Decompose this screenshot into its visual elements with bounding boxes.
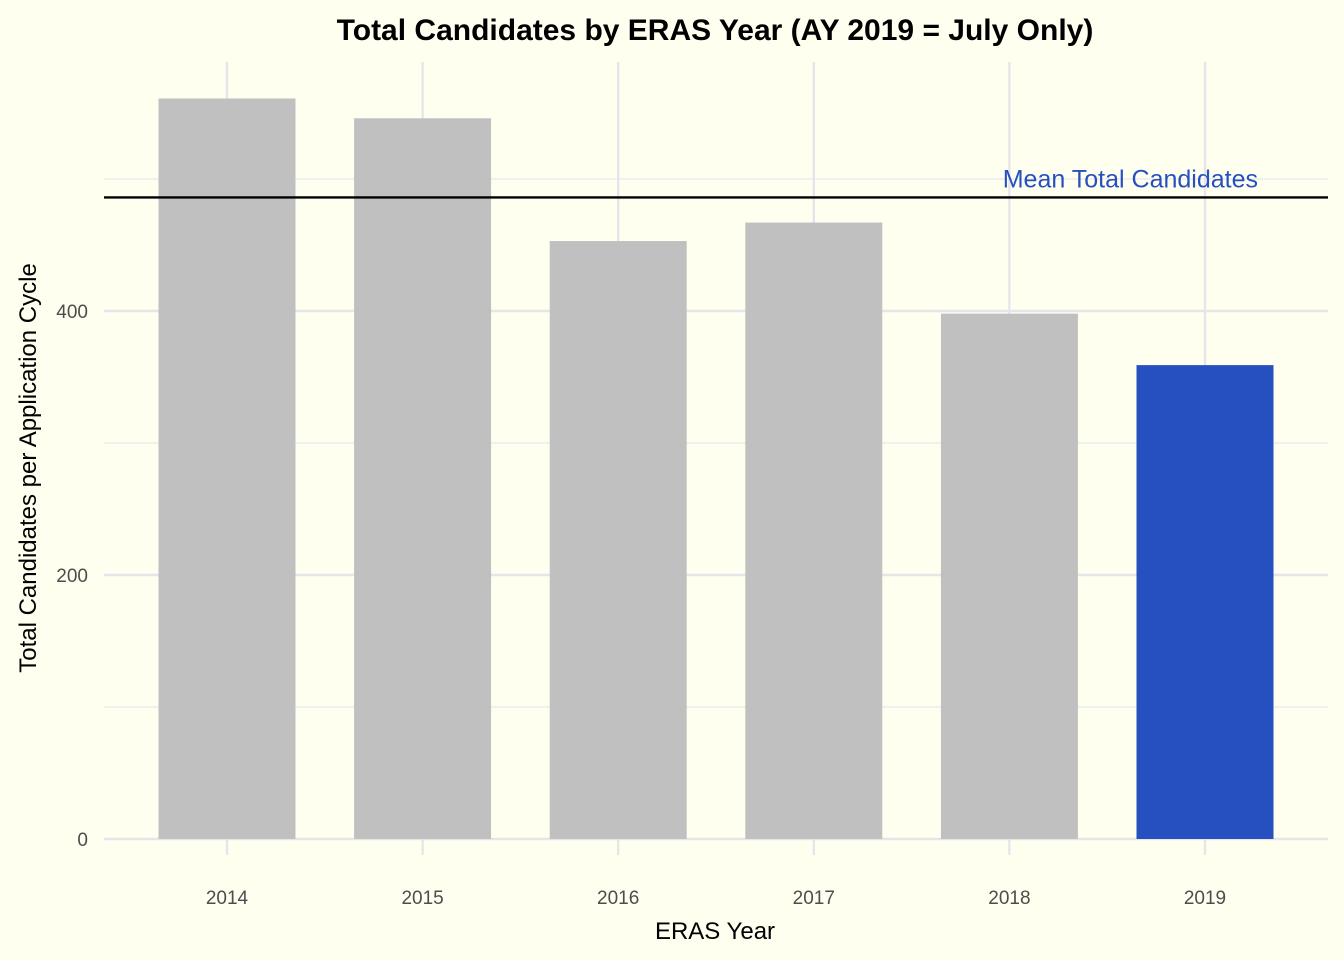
bar-2018	[940, 313, 1078, 839]
bar-2017	[745, 222, 883, 839]
y-axis-label: Total Candidates per Application Cycle	[15, 263, 42, 673]
bar-2014	[158, 98, 296, 840]
y-axis-ticks: 0 200 400	[56, 302, 88, 851]
mean-reference: Mean Total Candidates	[104, 165, 1328, 199]
x-tick-label: 2019	[1184, 888, 1226, 909]
bar-2016	[549, 241, 687, 840]
y-tick-label: 400	[56, 302, 88, 323]
x-tick-label: 2016	[597, 888, 639, 909]
bar-2019	[1136, 365, 1274, 839]
chart-title: Total Candidates by ERAS Year (AY 2019 =…	[337, 14, 1094, 47]
y-tick-label: 200	[56, 566, 88, 587]
x-axis-ticks: 2014 2015 2016 2017 2018 2019	[206, 888, 1226, 909]
x-tick-label: 2015	[401, 888, 443, 909]
bar-2015	[354, 118, 492, 839]
x-tick-label: 2017	[793, 888, 835, 909]
x-axis-label: ERAS Year	[655, 918, 775, 945]
mean-label: Mean Total Candidates	[1003, 165, 1258, 193]
x-tick-label: 2018	[988, 888, 1030, 909]
y-tick-label: 0	[77, 830, 88, 851]
x-tick-label: 2014	[206, 888, 249, 909]
bars	[158, 98, 1274, 840]
